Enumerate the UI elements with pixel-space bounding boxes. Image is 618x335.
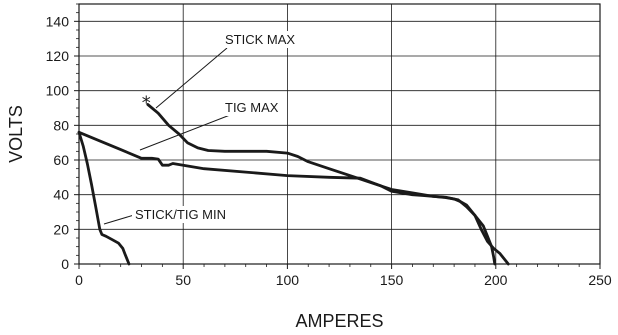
tig-max-line: [77, 130, 510, 266]
annotation-bg: [222, 31, 302, 48]
stick-max-line: [146, 103, 497, 266]
axis-ticks: 0 50 100 150 200 250 0 20 40 60 80 100 120 140: [46, 3, 612, 288]
annotation-bg: [222, 99, 286, 116]
stick-tig-min-line: [77, 130, 131, 266]
y-axis-label: VOLTS: [6, 105, 26, 163]
annotations: STICK MAX TIG MAX STICK/TIG MIN: [103, 31, 302, 225]
y-tick-label: 120: [46, 48, 70, 64]
series-lines: *: [77, 93, 510, 266]
annotation-bg: [132, 206, 245, 223]
x-tick-label: 0: [75, 272, 83, 288]
grid-lines: [78, 4, 601, 265]
y-tick-label: 100: [46, 83, 70, 99]
annotation-label: TIG MAX: [225, 100, 279, 115]
x-tick-label: 100: [276, 272, 300, 288]
annotation-leader: [103, 214, 135, 225]
annotation-leader: [139, 114, 231, 151]
y-tick-label: 20: [53, 221, 69, 237]
start-marker: *: [142, 93, 151, 114]
y-tick-label: 40: [53, 187, 69, 203]
y-tick-label: 60: [53, 152, 69, 168]
x-tick-label: 150: [380, 272, 404, 288]
x-tick-label: 250: [588, 272, 612, 288]
annotation-label: STICK MAX: [225, 32, 295, 47]
y-tick-label: 140: [46, 13, 70, 29]
x-tick-label: 50: [175, 272, 191, 288]
y-tick-label: 0: [61, 256, 69, 272]
annotation-label: STICK/TIG MIN: [135, 207, 226, 222]
plot-frame: [78, 3, 601, 265]
x-tick-label: 200: [484, 272, 508, 288]
annotation-leader: [155, 47, 228, 109]
x-axis-label: AMPERES: [295, 311, 383, 331]
y-tick-label: 80: [53, 117, 69, 133]
